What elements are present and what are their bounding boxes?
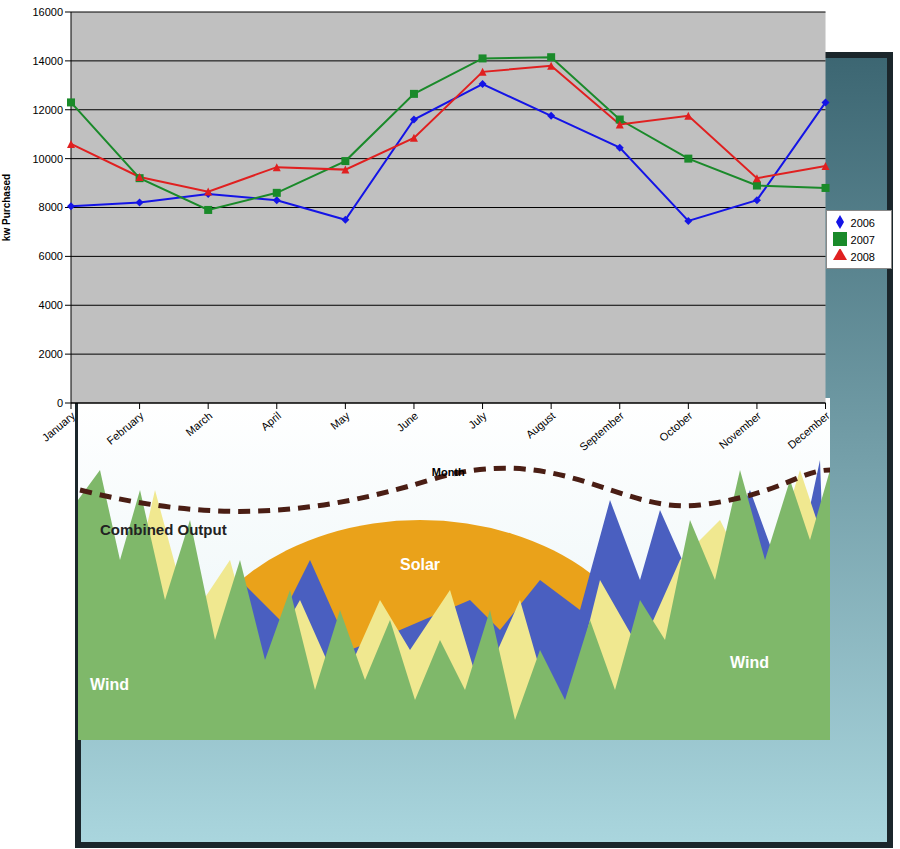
svg-text:January: January <box>40 409 78 444</box>
svg-text:September: September <box>577 409 626 453</box>
html-text:2007: 2007 <box>850 233 875 246</box>
svg-text:March: March <box>183 409 214 438</box>
svg-text:Month: Month <box>432 466 465 478</box>
svg-text:6000: 6000 <box>39 250 63 262</box>
svg-text:February: February <box>104 409 146 447</box>
svg-text:0: 0 <box>57 397 63 409</box>
svg-text:10000: 10000 <box>32 153 63 165</box>
svg-text:July: July <box>466 409 489 431</box>
svg-text:12000: 12000 <box>32 104 63 116</box>
svg-text:April: April <box>259 409 284 432</box>
svg-text:kw Purchased: kw Purchased <box>1 174 12 241</box>
html-text:2006: 2006 <box>850 216 875 229</box>
svg-text:Wind: Wind <box>90 676 129 693</box>
svg-text:Combined Output: Combined Output <box>100 521 227 538</box>
svg-text:2000: 2000 <box>39 348 63 360</box>
svg-text:Solar: Solar <box>400 556 440 573</box>
svg-text:November: November <box>717 409 764 451</box>
svg-text:May: May <box>328 409 352 432</box>
svg-text:14000: 14000 <box>32 55 63 67</box>
html-text:2008: 2008 <box>850 250 875 263</box>
svg-text:August: August <box>524 409 558 440</box>
svg-text:October: October <box>657 409 695 444</box>
svg-text:4000: 4000 <box>39 299 63 311</box>
svg-text:16000: 16000 <box>32 6 63 18</box>
svg-text:Wind: Wind <box>730 654 769 671</box>
svg-text:8000: 8000 <box>39 201 63 213</box>
svg-text:December: December <box>785 409 832 451</box>
svg-text:June: June <box>394 409 420 434</box>
